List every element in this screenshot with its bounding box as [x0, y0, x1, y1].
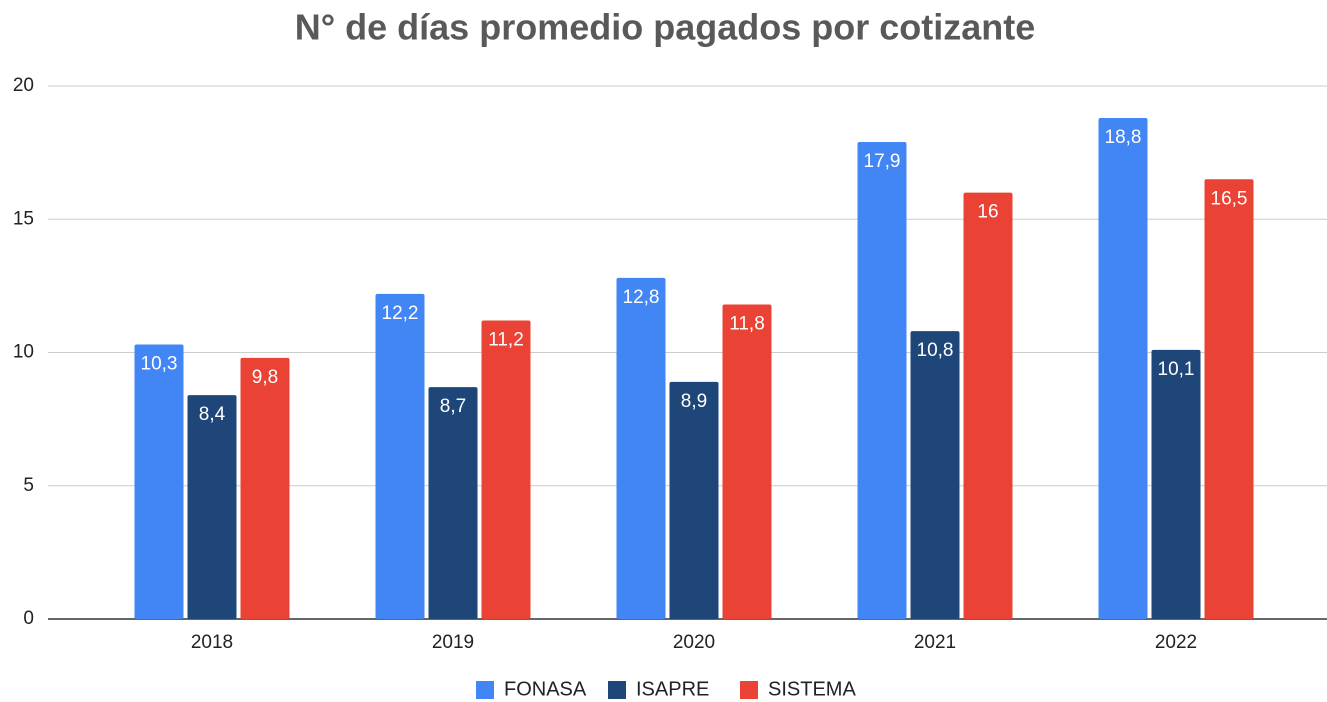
bar — [1098, 117, 1148, 619]
bar — [669, 381, 719, 619]
data-label: 9,8 — [252, 367, 278, 388]
data-label: 11,2 — [488, 330, 524, 351]
data-label: 16,5 — [1211, 188, 1248, 209]
y-tick-label: 15 — [13, 208, 34, 229]
x-tick-label: 2021 — [914, 632, 956, 653]
data-label: 16 — [977, 202, 998, 223]
data-label: 8,4 — [199, 404, 226, 425]
bar — [187, 395, 237, 619]
data-label: 12,2 — [382, 303, 419, 324]
data-label: 10,8 — [917, 340, 954, 361]
bar — [722, 304, 772, 619]
y-tick-label: 5 — [23, 475, 34, 496]
data-label: 11,8 — [729, 314, 765, 335]
bar — [481, 320, 531, 619]
bar — [240, 357, 290, 619]
x-tick-label: 2018 — [191, 632, 233, 653]
data-label: 12,8 — [623, 287, 660, 308]
x-tick-label: 2019 — [432, 632, 474, 653]
y-tick-label: 10 — [13, 342, 34, 363]
bar — [910, 331, 960, 619]
bar — [963, 192, 1013, 619]
data-label: 10,3 — [141, 354, 178, 375]
legend-label: FONASA — [504, 678, 587, 700]
bar — [134, 344, 184, 619]
bar — [428, 387, 478, 619]
legend-label: ISAPRE — [636, 678, 709, 700]
data-label: 10,1 — [1158, 359, 1195, 380]
chart-title: N° de días promedio pagados por cotizant… — [295, 7, 1036, 48]
data-label: 8,7 — [440, 396, 466, 417]
legend-label: SISTEMA — [768, 678, 856, 700]
data-label: 17,9 — [864, 151, 901, 172]
x-tick-label: 2022 — [1155, 632, 1197, 653]
bar — [375, 293, 425, 619]
data-label: 18,8 — [1105, 127, 1142, 148]
legend-swatch — [608, 681, 626, 699]
legend-swatch — [476, 681, 494, 699]
bar — [616, 277, 666, 619]
bar — [1204, 179, 1254, 619]
bar — [1151, 349, 1201, 619]
y-tick-label: 20 — [13, 75, 34, 96]
x-tick-label: 2020 — [673, 632, 715, 653]
bar — [857, 141, 907, 619]
y-tick-label: 0 — [23, 608, 34, 629]
data-label: 8,9 — [681, 391, 707, 412]
legend-swatch — [740, 681, 758, 699]
